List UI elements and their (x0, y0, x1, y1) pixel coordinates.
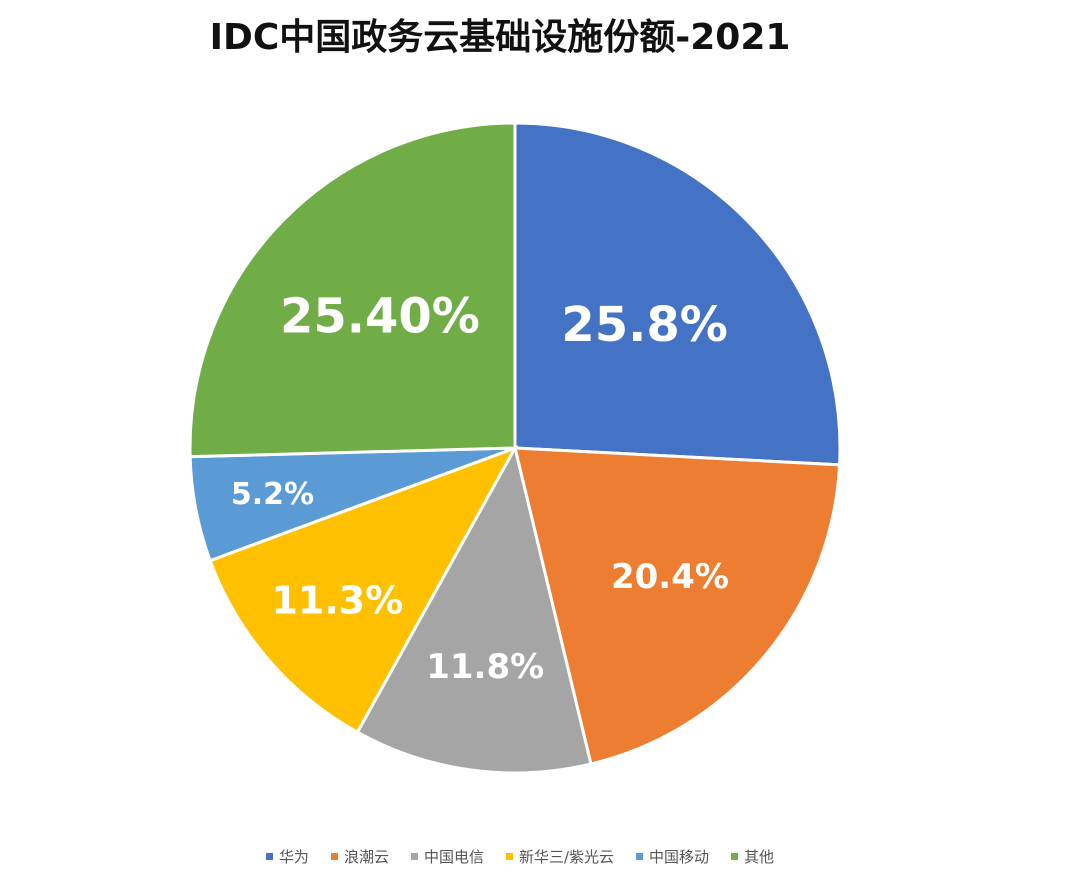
legend-label: 其他 (744, 848, 775, 866)
legend-swatch (505, 853, 513, 860)
legend-item: 新华三/紫光云 (505, 846, 615, 867)
pie-slice-label-1: 25.8% (561, 297, 728, 353)
legend-swatch (410, 853, 418, 860)
legend-swatch (265, 853, 273, 860)
pie-slice-4 (208, 445, 519, 735)
legend-swatch (330, 853, 338, 860)
pie-slice-label-6: 25.40% (280, 289, 480, 345)
pie-slice-label-4: 11.3% (271, 578, 403, 622)
pie-slice-3 (355, 443, 593, 775)
legend-label: 中国电信 (423, 848, 484, 866)
legend-label: 中国移动 (649, 848, 710, 866)
chart-title: IDC中国政务云基础设施份额-2021 (209, 17, 791, 58)
legend-label: 华为 (278, 848, 309, 866)
legend-item: 中国电信 (410, 846, 484, 867)
pie-slice-2 (513, 446, 842, 766)
pie-slice-label-5: 5.2% (231, 477, 314, 512)
pie-slice-1 (513, 121, 842, 467)
chart-legend: 华为 浪潮云 中国电信 新华三/紫光云 中国移动 其他 (0, 846, 1040, 867)
pie-slices (188, 121, 842, 775)
legend-item: 中国移动 (636, 846, 709, 867)
legend-swatch (731, 853, 739, 860)
legend-label: 浪潮云 (343, 848, 389, 866)
pie-slice-label-3: 11.8% (426, 647, 544, 687)
pie-chart: 25.8% 20.4% 11.8% 11.3% 5.2% 25.40% (188, 121, 842, 775)
pie-slice-6 (188, 121, 517, 459)
legend-item: 华为 (265, 846, 309, 867)
legend-item: 浪潮云 (330, 846, 389, 867)
pie-labels: 25.8% 20.4% 11.8% 11.3% 5.2% 25.40% (231, 289, 729, 687)
legend-item: 其他 (731, 846, 774, 867)
pie-slice-label-2: 20.4% (611, 557, 729, 597)
legend-swatch (636, 853, 644, 860)
legend-label: 新华三/紫光云 (518, 848, 615, 866)
